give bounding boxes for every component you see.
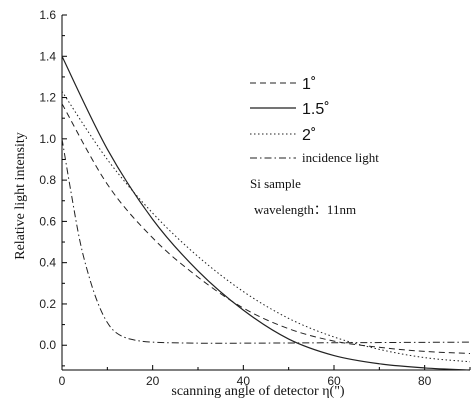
x-tick-label: 80 xyxy=(418,374,432,388)
y-tick-label: 0.4 xyxy=(39,256,56,270)
axes: 0.0 0.2 0.4 0.6 0.8 1.0 1.2 1.4 1.6 0 20 40 60 80 xyxy=(39,8,471,388)
x-axis-title: scanning angle of detector η(") xyxy=(171,384,345,399)
series-line-2 xyxy=(61,91,471,363)
annotation-1: wavelength：11nm xyxy=(254,202,356,217)
y-tick-label: 0.2 xyxy=(39,297,56,311)
y-tick-label: 0.0 xyxy=(39,338,56,352)
legend-label-3: incidence light xyxy=(302,150,379,165)
y-tick-label: 0.6 xyxy=(39,214,56,228)
y-tick-label: 0.8 xyxy=(39,173,56,187)
annotation-0: Si sample xyxy=(250,176,301,191)
series-line-0 xyxy=(61,103,471,354)
legend: 1˚ 1.5˚ 2˚ incidence light xyxy=(250,76,379,165)
legend-label-0: 1˚ xyxy=(302,76,316,93)
annotations: Si sample wavelength：11nm xyxy=(250,176,356,217)
x-tick-label: 40 xyxy=(237,374,251,388)
legend-label-1: 1.5˚ xyxy=(302,101,330,118)
y-tick-label: 1.0 xyxy=(39,132,56,146)
x-tick-label: 60 xyxy=(327,374,341,388)
legend-label-2: 2˚ xyxy=(302,127,316,144)
plot-series xyxy=(61,56,471,371)
y-axis-title: Relative light intensity xyxy=(13,132,28,260)
x-tick-label: 20 xyxy=(146,374,160,388)
series-line-1 xyxy=(61,56,471,371)
x-tick-label: 0 xyxy=(59,374,66,388)
y-tick-label: 1.2 xyxy=(39,91,56,105)
y-tick-label: 1.4 xyxy=(39,49,56,63)
y-tick-label: 1.6 xyxy=(39,8,56,22)
series-line-3 xyxy=(61,138,471,344)
